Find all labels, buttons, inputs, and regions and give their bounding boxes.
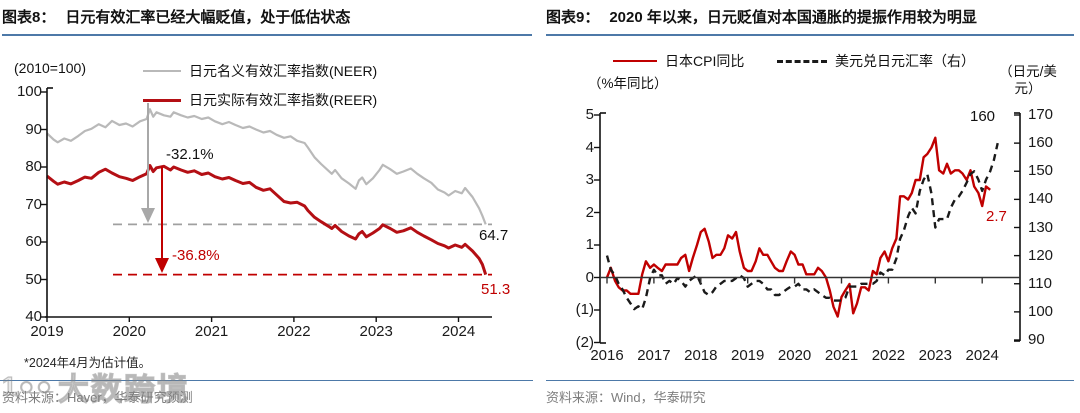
legend-item-neer: 日元名义有效汇率指数(NEER) — [143, 61, 377, 81]
legend-label-usdjpy: 美元兑日元汇率（右） — [835, 53, 975, 69]
left-figure-note: *2024年4月为估计值。 — [24, 356, 152, 370]
tick-label: 2024 — [441, 323, 476, 340]
tick-label: 2022 — [277, 323, 311, 340]
left-y-axis-unit: (2010=100) — [14, 60, 87, 76]
right-figure-title-text: 2020 年以来，日元贬值对本国通胀的提振作用较为明显 — [609, 9, 977, 26]
tick-label: 50 — [25, 270, 42, 288]
watermark-text: 大数跨境 — [57, 371, 190, 407]
tick-label: 2021 — [194, 323, 229, 340]
left-source-text: 资料来源：Haver，华泰研究预测 — [2, 390, 193, 405]
tick-label: (1) — [575, 301, 594, 318]
tick-label: 100 — [16, 83, 42, 100]
left-source-divider — [0, 380, 533, 381]
usdjpy-end-value: 160 — [970, 108, 996, 125]
cpi-end-value: 2.7 — [986, 208, 1007, 225]
reer-end-value: 51.3 — [481, 281, 511, 298]
tick-label: 2018 — [684, 347, 718, 364]
tick-label: 60 — [25, 233, 42, 250]
reer-line-sample-icon — [143, 98, 181, 102]
neer-line-sample-icon — [143, 70, 181, 72]
legend-item-cpi: 日本CPI同比 — [613, 51, 744, 71]
tick-label: 110 — [1028, 274, 1052, 292]
right-figure-title: 图表9： 2020 年以来，日元贬值对本国通胀的提振作用较为明显 — [546, 6, 1074, 36]
tick-label: 4 — [585, 138, 594, 156]
tick-label: 130 — [1028, 218, 1054, 236]
right-figure-label: 图表9： — [546, 9, 600, 26]
tick-label: 140 — [1028, 190, 1054, 208]
tick-label: 150 — [1028, 162, 1054, 180]
legend-label-neer: 日元名义有效汇率指数(NEER) — [189, 63, 378, 79]
neer-end-value: 64.7 — [479, 227, 509, 244]
tick-label: 2023 — [359, 323, 393, 340]
tick-label: 90 — [25, 120, 42, 138]
tick-label: 2023 — [918, 347, 952, 364]
watermark: 1○○ 大数跨境 — [1, 364, 190, 409]
right-source-text: 资料来源：Wind，华泰研究 — [546, 390, 706, 405]
cpi-line-sample-icon — [613, 60, 657, 62]
tick-label: 0 — [585, 268, 594, 286]
tick-label: 160 — [1028, 134, 1054, 152]
tick-label: 40 — [25, 308, 42, 325]
left-figure-title: 图表8： 日元有效汇率已经大幅贬值，处于低估状态 — [2, 6, 532, 36]
tick-label: 80 — [25, 158, 42, 175]
tick-label: 90 — [1028, 331, 1045, 348]
tick-label: 5 — [585, 106, 594, 123]
tick-label: 2024 — [965, 347, 999, 364]
tick-label: 2019 — [731, 347, 765, 364]
tick-label: 2019 — [30, 323, 64, 340]
right-chart-right-axis-unit: （日元/美元） — [999, 64, 1057, 96]
legend-item-reer: 日元实际有效汇率指数(REER) — [143, 90, 377, 110]
left-figure-title-text: 日元有效汇率已经大幅贬值，处于低估状态 — [65, 9, 351, 26]
legend-label-reer: 日元实际有效汇率指数(REER) — [189, 92, 378, 108]
tick-label: 2017 — [637, 347, 671, 364]
tick-label: 2 — [585, 203, 594, 221]
tick-label: 1 — [585, 236, 594, 253]
right-chart-left-axis-unit: （%年同比） — [588, 76, 668, 91]
tick-label: 2021 — [824, 347, 859, 364]
tick-label: 70 — [25, 195, 42, 213]
reer-drop-annotation: -36.8% — [172, 247, 220, 264]
tick-label: 2016 — [590, 347, 624, 364]
tick-label: 170 — [1028, 106, 1054, 123]
neer-drop-annotation: -32.1% — [166, 146, 214, 163]
tick-label: 100 — [1028, 302, 1054, 320]
tick-label: 3 — [585, 171, 594, 188]
legend-label-cpi: 日本CPI同比 — [665, 53, 745, 69]
tick-label: 2020 — [112, 323, 146, 340]
right-source-divider — [546, 380, 1074, 381]
watermark-logo-icon: 1○○ — [1, 370, 54, 401]
usdjpy-line-sample-icon — [777, 59, 827, 63]
tick-label: (2) — [575, 333, 594, 351]
left-figure-label: 图表8： — [2, 9, 56, 26]
tick-label: 2022 — [871, 347, 906, 364]
tick-label: 120 — [1028, 246, 1054, 264]
tick-label: 2020 — [777, 347, 812, 364]
legend-item-usdjpy: 美元兑日元汇率（右） — [777, 51, 975, 71]
